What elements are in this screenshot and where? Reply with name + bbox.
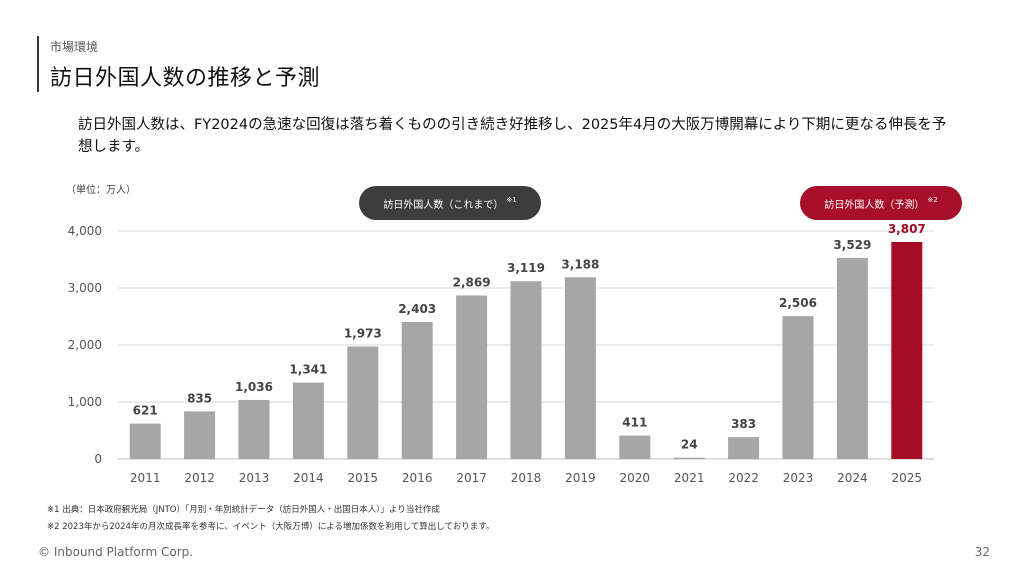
x-tick-label: 2020	[620, 471, 651, 485]
y-tick-label: 4,000	[68, 224, 102, 238]
bar	[184, 411, 216, 459]
legend-pill-actual: 訪日外国人数（これまで） ※1	[359, 186, 541, 220]
bar-value-label: 411	[622, 416, 647, 430]
title-accent-bar	[37, 36, 39, 92]
x-tick-label: 2023	[783, 471, 814, 485]
bar	[564, 277, 596, 459]
x-tick-label: 2025	[892, 471, 923, 485]
bar-value-label: 2,403	[398, 302, 436, 316]
y-tick-label: 3,000	[68, 281, 102, 295]
bar-value-label: 1,341	[289, 363, 327, 377]
bar-value-label: 1,036	[235, 380, 273, 394]
bar	[836, 257, 868, 459]
x-tick-label: 2013	[239, 471, 270, 485]
x-tick-label: 2017	[456, 471, 487, 485]
copyright: © Inbound Platform Corp.	[38, 545, 194, 559]
legend-pill-actual-mark: ※1	[506, 196, 517, 204]
page-number: 32	[974, 545, 990, 559]
bar	[619, 435, 651, 459]
bar	[347, 346, 379, 459]
bar-value-label: 3,119	[507, 261, 545, 275]
footnote-2: ※2 2023年から2024年の月次成長率を参考に、イベント（大阪万博）による増…	[47, 522, 495, 532]
legend-pill-forecast-label: 訪日外国人数（予測）	[824, 199, 925, 211]
bar	[456, 295, 488, 459]
x-tick-label: 2018	[511, 471, 542, 485]
bar-value-label: 3,529	[833, 238, 871, 252]
legend-pill-actual-label: 訪日外国人数（これまで）	[383, 199, 504, 211]
x-tick-label: 2021	[674, 471, 705, 485]
bar-value-label: 2,506	[779, 296, 817, 310]
bar-value-label: 383	[731, 417, 756, 431]
bar	[891, 242, 923, 459]
legend-pill-forecast-mark: ※2	[927, 196, 938, 204]
x-tick-label: 2015	[348, 471, 379, 485]
y-tick-label: 1,000	[68, 395, 102, 409]
bar	[673, 457, 705, 459]
bar-value-label: 835	[187, 391, 212, 405]
bar	[728, 437, 760, 459]
bar-value-label: 2,869	[453, 275, 491, 289]
unit-note: （単位：万人）	[66, 185, 136, 196]
bar-chart: 0 1,000 2,000 3,000 4,000 621 2011 835 2012 1,036…	[68, 222, 934, 485]
x-tick-label: 2012	[184, 471, 215, 485]
y-tick-label: 2,000	[68, 338, 102, 352]
legend-pill-forecast: 訪日外国人数（予測） ※2	[800, 186, 962, 220]
bar	[292, 382, 324, 459]
page-title: 訪日外国人数の推移と予測	[50, 66, 321, 91]
bar-value-label: 3,188	[561, 257, 599, 271]
bar	[129, 423, 161, 459]
x-tick-label: 2022	[728, 471, 759, 485]
x-tick-label: 2016	[402, 471, 433, 485]
bar	[510, 281, 542, 459]
bar-value-label: 621	[133, 404, 158, 418]
section-label: 市場環境	[50, 40, 99, 54]
summary-text: 訪日外国人数は、FY2024の急速な回復は落ち着くものの引き続き好推移し、202…	[78, 117, 947, 155]
bar-value-label: 24	[681, 438, 698, 452]
bar	[782, 316, 814, 459]
x-tick-label: 2011	[130, 471, 161, 485]
bar-value-label: 1,973	[344, 327, 382, 341]
x-tick-label: 2019	[565, 471, 596, 485]
y-tick-label: 0	[94, 452, 102, 466]
footnote-1: ※1 出典：日本政府観光局（JNTO）「月別・年別統計データ（訪日外国人・出国日…	[47, 505, 440, 515]
x-tick-label: 2024	[837, 471, 868, 485]
bar	[401, 322, 433, 459]
bar-value-label: 3,807	[888, 222, 926, 236]
bar	[238, 399, 270, 459]
x-tick-label: 2014	[293, 471, 324, 485]
